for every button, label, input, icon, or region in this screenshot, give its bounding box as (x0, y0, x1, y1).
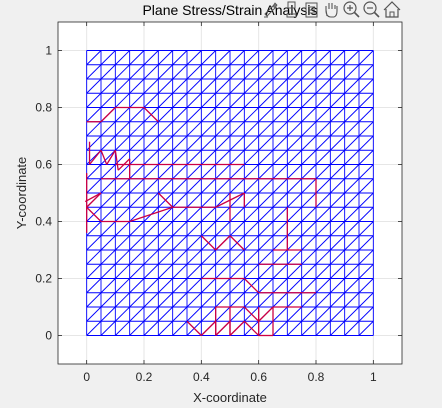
x-tick-label: 0.4 (193, 370, 210, 384)
x-tick-label: 0.8 (308, 370, 325, 384)
y-axis-label: Y-coordinate (14, 157, 29, 230)
x-tick-label: 0 (83, 370, 90, 384)
x-tick-label: 0.2 (136, 370, 153, 384)
y-tick-label: 1 (45, 44, 52, 58)
y-tick-label: 0.2 (35, 272, 52, 286)
y-tick-label: 0.6 (35, 158, 52, 172)
y-tick-label: 0.4 (35, 215, 52, 229)
y-tick-label: 0.8 (35, 101, 52, 115)
x-tick-label: 1 (370, 370, 377, 384)
y-tick-label: 0 (45, 329, 52, 343)
x-axis-label: X-coordinate (193, 390, 267, 405)
x-tick-label: 0.6 (250, 370, 267, 384)
